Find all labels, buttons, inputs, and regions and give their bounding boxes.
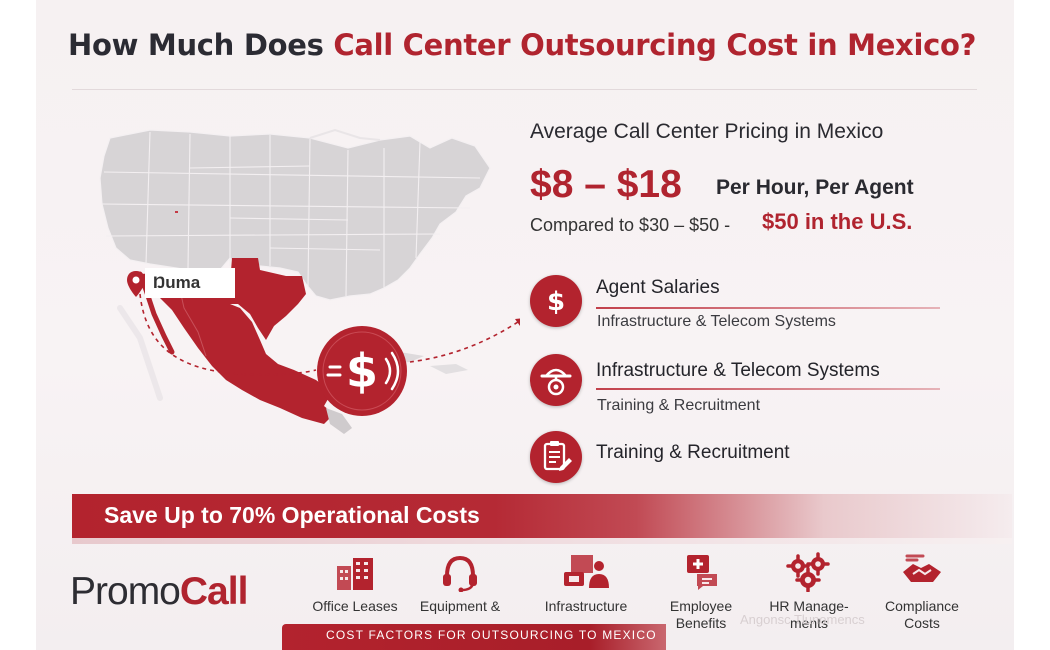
- texas-shape: [228, 258, 306, 340]
- feature-subtitle-1: Infrastructure & Telecom Systems: [597, 313, 836, 330]
- route-line-left: [139, 293, 317, 376]
- building-icon: [337, 558, 373, 590]
- clipboard-edit-icon: [543, 441, 572, 471]
- feature-title-2: Infrastructure & Telecom Systems: [596, 360, 880, 381]
- footer-ribbon-text: COST FACTORS FOR OUTSOURCING TO MEXICO: [326, 628, 657, 642]
- feature-icon-training: [530, 431, 582, 483]
- feature-icon-infrastructure: [530, 354, 582, 406]
- cost-factor-label: HR Manage- ments: [769, 598, 849, 631]
- cost-factor-equipment: Equipment &: [405, 552, 515, 615]
- savings-banner: [72, 494, 1012, 538]
- route-line-right: [409, 319, 520, 363]
- dollar-icon: $: [547, 287, 565, 317]
- feature-title-1: Agent Salaries: [596, 277, 720, 298]
- cost-factor-office-leases: Office Leases: [300, 552, 410, 615]
- state-borders: [101, 131, 481, 297]
- logo-prefix: Promo: [70, 570, 181, 613]
- savings-banner-text: Save Up to 70% Operational Costs: [104, 502, 480, 528]
- logo-accent: Call: [179, 570, 249, 613]
- compare-text: Compared to $30 – $50 -: [530, 215, 731, 235]
- north-america-map: [99, 128, 520, 434]
- headset-icon: [443, 555, 477, 592]
- feature-divider-1: [596, 307, 940, 309]
- satellite-dish-icon: [540, 368, 572, 396]
- cost-factor-hr: HR Manage- ments: [754, 552, 864, 632]
- map-pin-icon: [127, 271, 145, 297]
- compare-accent: $50 in the U.S.: [762, 209, 913, 234]
- cost-factor-compliance: Compliance Costs: [867, 552, 977, 632]
- promocall-logo: PromoCall: [70, 570, 249, 614]
- price-range: $8 – $18: [530, 163, 682, 206]
- page-title: How Much Does Call Center Outsourcing Co…: [68, 28, 976, 62]
- map-pin-label: Ŋuma: [145, 268, 235, 298]
- mexico-shape: [140, 272, 334, 424]
- pricing-title: Average Call Center Pricing in Mexico: [530, 120, 884, 143]
- feature-divider-2: [596, 388, 940, 390]
- title-accent: Call Center Outsourcing Cost in Mexico?: [333, 28, 977, 62]
- faded-caption: Angonsc Tlunomencs: [740, 612, 865, 627]
- title-divider: [72, 89, 977, 90]
- feature-icon-salaries: $: [530, 275, 582, 327]
- computer-people-icon: [564, 555, 609, 588]
- medical-chat-icon: [687, 555, 717, 590]
- cost-factor-label: Equipment &: [419, 598, 501, 614]
- svg-text:$: $: [346, 344, 378, 398]
- handshake-icon: [903, 554, 941, 582]
- feature-subtitle-2: Training & Recruitment: [597, 397, 761, 414]
- cost-factor-label: Compliance Costs: [885, 598, 959, 631]
- cost-factor-label: Employee Benefits: [669, 598, 733, 631]
- title-prefix: How Much Does: [68, 28, 334, 62]
- footer-ribbon: [282, 624, 666, 650]
- cost-factor-label: Office Leases: [312, 598, 398, 614]
- cost-factor-label: Infrastructure: [544, 598, 628, 614]
- price-unit: Per Hour, Per Agent: [716, 176, 914, 199]
- banner-strip: [72, 538, 1012, 544]
- gears-icon: [786, 552, 830, 592]
- cost-factor-infrastructure: Infrastructure: [531, 552, 641, 615]
- cost-factor-employee-benefits: Employee Benefits: [646, 552, 756, 632]
- svg-text:$: $: [547, 287, 565, 317]
- feature-title-3: Training & Recruitment: [596, 442, 790, 463]
- dollar-icon: $: [317, 326, 407, 416]
